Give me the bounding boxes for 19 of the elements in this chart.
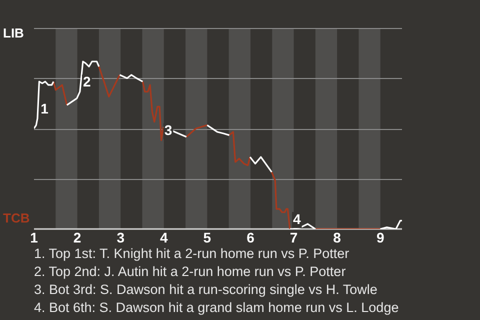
annotation: 4	[292, 210, 301, 227]
x-tick-label: 2	[73, 229, 82, 246]
text: TCB	[3, 210, 30, 226]
annotation: 1	[40, 100, 49, 116]
x-tick-label: 9	[376, 229, 384, 246]
x-tick-label: 3	[116, 229, 125, 246]
text: 1. Top 1st: T. Knight hit a 2-run home run vs P. Potter	[34, 245, 350, 263]
text: 2. Top 2nd: J. Autin hit a 2-run home run vs P. Potter	[34, 263, 347, 281]
x-tick-label: 1	[30, 229, 38, 246]
annotation: 3	[164, 122, 172, 138]
text: 3. Bot 3rd: S. Dawson hit a run-scoring single vs H. Towle	[34, 281, 378, 299]
text: LIB	[3, 26, 24, 41]
x-tick-label: 4	[160, 229, 168, 246]
x-tick-label: 5	[203, 229, 212, 246]
x-tick-label: 7	[290, 229, 298, 246]
text: 4. Bot 6th: S. Dawson hit a grand slam home run vs L. Lodge	[34, 299, 399, 317]
x-tick-label: 8	[333, 229, 342, 246]
annotation: 2	[82, 74, 91, 90]
x-tick-label: 6	[246, 229, 255, 246]
